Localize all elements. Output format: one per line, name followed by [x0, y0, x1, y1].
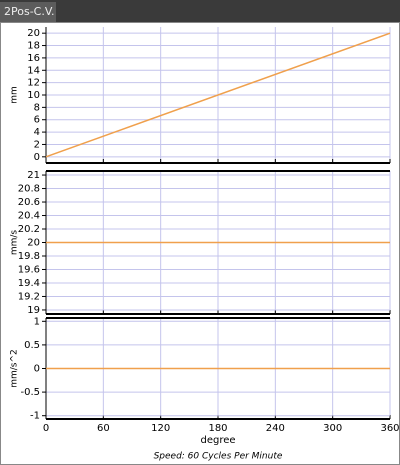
- x-tick-label: 60: [97, 423, 110, 434]
- y-tick-label: 12: [27, 78, 40, 89]
- data-line: [45, 32, 391, 158]
- y-tick-label: 16: [27, 53, 40, 64]
- x-tick-label: 120: [151, 423, 170, 434]
- y-tick-label: 2: [34, 139, 40, 150]
- y-tick-label: 4: [34, 127, 40, 138]
- footer: Speed: 60 Cycles Per Minute: [154, 452, 283, 462]
- y-tick-label: 21: [27, 170, 40, 181]
- x-tick-label: 360: [380, 423, 399, 434]
- y-tick-label: -1: [30, 411, 40, 422]
- frame: [0, 22, 400, 465]
- y-tick-label: 19: [27, 305, 40, 316]
- y-tick-label: 0: [34, 152, 40, 163]
- x-tick-label: 0: [43, 423, 49, 434]
- tab-bar: [0, 0, 400, 22]
- tab[interactable]: [0, 2, 56, 22]
- x-tick-label: 180: [208, 423, 227, 434]
- y-tick-label: 20.4: [18, 211, 40, 222]
- x-axis-label: degree: [200, 435, 235, 446]
- y-tick-label: 19.6: [18, 264, 40, 275]
- y-tick-label: 10: [27, 90, 40, 101]
- y-tick-label: 1: [34, 316, 40, 327]
- y-tick-label: 14: [27, 65, 40, 76]
- y-tick-label: 20.8: [18, 184, 40, 195]
- y-tick-label: 19.8: [18, 251, 40, 262]
- y-tick-label: 20.2: [18, 224, 40, 235]
- y-tick-label: 6: [34, 115, 40, 126]
- x-tick-label: 300: [323, 423, 342, 434]
- x-tick-label: 240: [266, 423, 285, 434]
- y-tick-label: 18: [27, 41, 40, 52]
- y-axis-label: mm: [10, 86, 20, 104]
- y-tick-label: -0.5: [20, 387, 40, 398]
- y-tick-label: 0: [34, 364, 40, 375]
- tab-label[interactable]: 2Pos-C.V.: [4, 5, 54, 18]
- y-tick-label: 20.6: [18, 197, 40, 208]
- y-tick-label: 20: [27, 28, 40, 39]
- y-tick-label: 0.5: [24, 340, 40, 351]
- y-tick-label: 20: [27, 238, 40, 249]
- y-tick-label: 8: [34, 102, 40, 113]
- y-axis-label: mm/s: [10, 230, 20, 256]
- y-axis-label: mm/s^2: [10, 349, 20, 388]
- y-tick-label: 19.2: [18, 291, 40, 302]
- y-tick-label: 19.4: [18, 278, 40, 289]
